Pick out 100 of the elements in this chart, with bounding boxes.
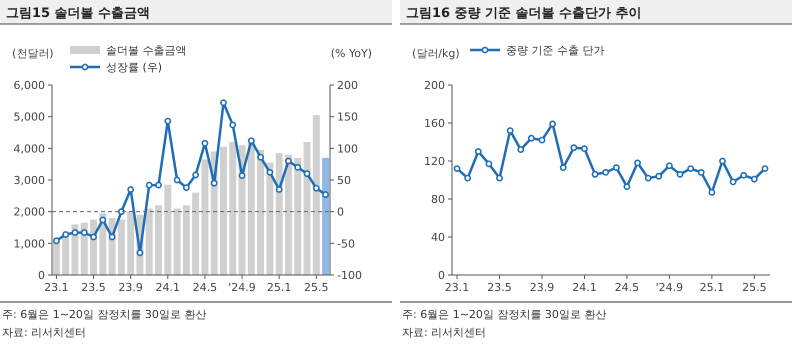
bar <box>248 138 255 275</box>
x-tick-label: '24.9 <box>228 281 256 294</box>
point <box>118 208 125 216</box>
bar <box>322 158 330 275</box>
y2-tick-label: 0 <box>337 206 344 219</box>
point <box>322 191 329 198</box>
point <box>708 188 716 196</box>
y-tick-label: 5,000 <box>14 110 45 124</box>
y2-tick-label: 100 <box>337 142 358 156</box>
point <box>740 172 748 179</box>
point <box>517 146 524 153</box>
legend-label: 솔더볼 수출금액 <box>106 44 186 57</box>
point <box>454 165 460 172</box>
point <box>62 231 70 238</box>
y-tick-label: 0 <box>38 269 45 282</box>
bar <box>220 146 227 275</box>
point <box>612 164 620 172</box>
point <box>257 154 264 161</box>
x-tick-label: '24.9 <box>656 281 684 294</box>
point <box>53 237 60 244</box>
x-tick-label: 24.1 <box>572 281 597 294</box>
text: 자료: 리서치센터 <box>2 326 86 339</box>
point <box>192 172 200 178</box>
bar <box>201 159 208 275</box>
x-tick-label: 25.1 <box>266 281 292 294</box>
point <box>294 164 302 171</box>
bar <box>294 158 302 275</box>
point <box>730 178 737 186</box>
point <box>164 118 172 124</box>
y2-tick-label: 200 <box>337 79 358 92</box>
x-tick-label: 25.1 <box>700 281 724 294</box>
y-tick-label: 200 <box>424 79 445 92</box>
x-tick-label: 24.1 <box>156 281 180 294</box>
point <box>238 172 246 179</box>
bar <box>192 192 200 275</box>
point <box>210 180 218 187</box>
x-tick-label: 25.5 <box>742 281 767 294</box>
y-tick-label: 3,000 <box>14 174 45 187</box>
point <box>570 144 578 152</box>
x-tick-label: 25.5 <box>304 281 329 294</box>
point <box>182 184 190 191</box>
point <box>485 160 492 168</box>
y-axis-title: (천달러) <box>12 47 54 60</box>
point <box>698 169 705 176</box>
y-tick-label: 4,000 <box>14 142 45 156</box>
point <box>762 165 768 172</box>
point <box>528 134 535 142</box>
x-tick-label: 24.5 <box>614 281 640 294</box>
y-tick-label: 6,000 <box>14 79 45 92</box>
point <box>108 234 116 240</box>
y-axis-title: (달러/kg) <box>412 47 460 60</box>
bar <box>229 142 236 275</box>
x-tick-label: 23.9 <box>530 281 554 294</box>
point <box>72 229 78 236</box>
point <box>304 170 310 178</box>
y-tick-label: 0 <box>438 269 445 282</box>
text: 주: 6월은 1~20일 잠정치를 30일로 환산 <box>402 308 606 321</box>
y-tick-label: 160 <box>424 117 445 130</box>
bar <box>257 150 264 275</box>
text: 자료: 리서치센터 <box>402 326 486 339</box>
bar <box>164 184 172 275</box>
chart-title: 그림16 중량 기준 솔더볼 수출단가 추이 <box>406 6 642 21</box>
bar <box>266 162 274 275</box>
point <box>538 136 546 144</box>
y-tick-label: 2,000 <box>14 206 45 219</box>
bar <box>182 205 190 275</box>
y-tick-label: 120 <box>424 155 445 168</box>
point <box>174 176 180 184</box>
x-tick-label: 23.5 <box>81 281 106 294</box>
y-tick-label: 80 <box>431 193 445 206</box>
point <box>229 122 236 128</box>
point <box>146 182 153 188</box>
point <box>155 182 162 188</box>
point <box>549 120 556 128</box>
point <box>719 158 726 164</box>
point <box>750 176 758 182</box>
bar <box>146 208 153 275</box>
y2-tick-label: -50 <box>337 237 355 250</box>
x-tick-label: 23.9 <box>118 281 143 294</box>
point <box>80 229 88 236</box>
point <box>644 174 652 182</box>
x-tick-label: 24.5 <box>192 281 218 294</box>
point <box>202 140 208 147</box>
point <box>99 216 106 224</box>
point <box>666 162 673 170</box>
point <box>676 170 684 178</box>
point <box>581 145 588 152</box>
text: 주: 6월은 1~20일 잠정치를 30일로 환산 <box>2 308 206 321</box>
bar <box>52 242 60 275</box>
point <box>90 234 97 240</box>
point <box>592 170 598 178</box>
bar <box>312 115 320 275</box>
point <box>687 165 694 172</box>
point <box>276 186 283 193</box>
point <box>220 99 227 106</box>
point <box>312 184 320 192</box>
y-tick-label: 1,000 <box>14 237 45 250</box>
y2-tick-label: 150 <box>337 110 358 124</box>
point <box>464 174 472 182</box>
point <box>560 164 567 172</box>
